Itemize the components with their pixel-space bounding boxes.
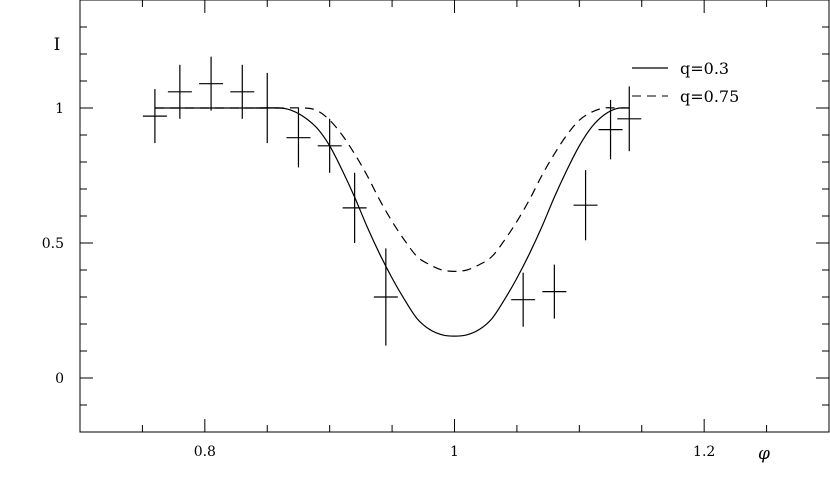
x-tick-label: 1.2: [693, 444, 715, 460]
y-tick-label: 0.5: [42, 236, 64, 252]
data-point: [573, 170, 598, 241]
legend: q=0.3 q=0.75: [632, 59, 739, 106]
y-tick-label: 1: [55, 101, 64, 117]
x-tick-label: 1: [450, 444, 459, 460]
data-point: [317, 118, 342, 173]
axis-ticks: [80, 0, 829, 432]
data-point: [598, 99, 623, 160]
axis-tick-labels: 0.8 1 1.2 0 0.5 1: [42, 101, 716, 460]
legend-label-q-0-75: q=0.75: [680, 87, 739, 106]
series-layer: [154, 107, 630, 337]
data-point: [373, 248, 398, 346]
y-axis-label: I: [54, 35, 61, 55]
data-point: [542, 264, 567, 319]
error-points-layer: [142, 56, 642, 346]
x-axis-label: φ: [758, 444, 770, 464]
data-point: [511, 272, 536, 327]
series-line-q-0-3: [154, 107, 630, 337]
data-point: [199, 56, 224, 111]
data-point: [167, 64, 192, 119]
data-point: [142, 89, 167, 144]
data-point: [617, 86, 642, 152]
y-tick-label: 0: [55, 371, 64, 387]
x-tick-label: 0.8: [194, 444, 216, 460]
data-point: [342, 172, 367, 243]
data-point: [286, 108, 311, 168]
legend-label-q-0-3: q=0.3: [680, 59, 729, 78]
data-point: [255, 72, 280, 144]
data-point: [230, 64, 255, 119]
